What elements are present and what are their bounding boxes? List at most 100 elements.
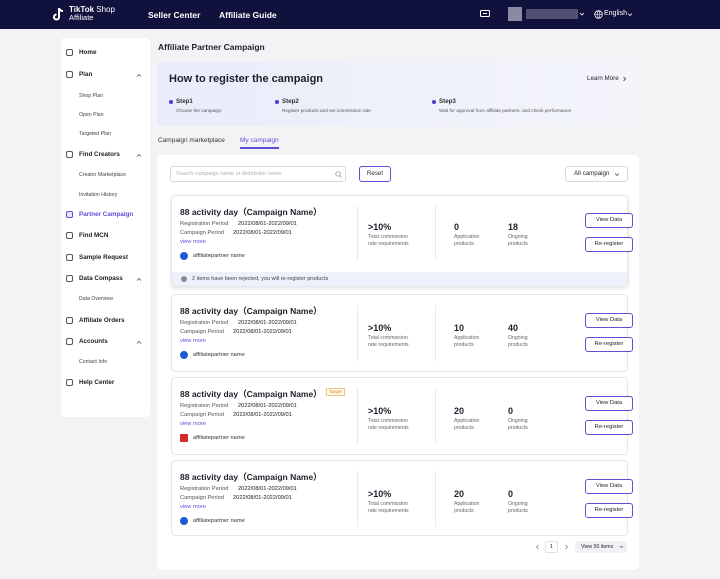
sidebar-item-label: Sample Request — [79, 254, 128, 261]
sidebar-item-label: Home — [79, 49, 97, 56]
page-title: Affiliate Partner Campaign — [158, 42, 265, 52]
reregister-button[interactable]: Re-register — [585, 237, 633, 252]
ongoing-products-label: Ongoing products — [508, 335, 528, 349]
sidebar-item-help-center[interactable]: Help Center — [66, 379, 114, 386]
avatar[interactable] — [508, 7, 522, 21]
account-name-blurred[interactable] — [526, 9, 578, 19]
globe-icon[interactable] — [594, 10, 603, 19]
sidebar-subitem-creator-marketplace[interactable]: Creator Marketplace — [79, 172, 126, 178]
sidebar-subitem-data-overview[interactable]: Data Overview — [79, 296, 114, 302]
sidebar-item-find-mcn[interactable]: Find MCN — [66, 232, 108, 239]
reregister-button[interactable]: Re-register — [585, 420, 633, 435]
application-products-label: Application products — [454, 418, 479, 432]
compass-icon — [66, 275, 73, 282]
divider — [435, 388, 436, 444]
sidebar: Home Plan Shop Plan Open Plan Targeted P… — [61, 38, 150, 417]
search-input[interactable]: Search campaign name or distributor name — [170, 166, 346, 182]
step-name: Step1 — [176, 98, 193, 105]
chevron-down-icon[interactable] — [627, 12, 633, 17]
view-data-button[interactable]: View Data — [585, 479, 633, 494]
sidebar-item-plan[interactable]: Plan — [66, 71, 92, 78]
page-number[interactable]: 1 — [545, 541, 558, 553]
registration-period-label: Registration Period — [180, 221, 229, 227]
view-more-link[interactable]: view more — [180, 504, 206, 510]
commission-rate-value: >10% — [368, 222, 392, 232]
sidebar-subitem-targeted-plan[interactable]: Targeted Plan — [79, 131, 112, 137]
application-products-label: Application products — [454, 501, 479, 515]
chevron-up-icon[interactable] — [136, 153, 142, 158]
ongoing-products-value: 40 — [508, 323, 519, 333]
campaign-icon — [66, 211, 73, 218]
view-more-link[interactable]: view more — [180, 421, 206, 427]
sidebar-item-accounts[interactable]: Accounts — [66, 338, 108, 345]
view-data-button[interactable]: View Data — [585, 396, 633, 411]
sidebar-item-partner-campaign[interactable]: Partner Campaign — [66, 211, 133, 218]
campaign-period-value: 2022/08/01-2022/09/01 — [233, 230, 292, 236]
application-products-label: Application products — [454, 335, 479, 349]
sidebar-subitem-contact-info[interactable]: Contact Info — [79, 359, 107, 365]
view-data-button[interactable]: View Data — [585, 213, 633, 228]
chevron-left-icon[interactable] — [535, 544, 540, 550]
sidebar-subitem-shop-plan[interactable]: Shop Plan — [79, 93, 103, 99]
page-size-select[interactable]: View 50 items — [575, 541, 627, 553]
campaign-period-label: Campaign Period — [180, 329, 224, 335]
reset-button[interactable]: Reset — [359, 166, 391, 182]
learn-more-link[interactable]: Learn More — [587, 75, 619, 82]
label-line: products — [508, 342, 528, 348]
sidebar-item-home[interactable]: Home — [66, 49, 97, 56]
message-icon[interactable] — [480, 10, 490, 18]
chevron-up-icon[interactable] — [136, 73, 142, 78]
campaign-panel: Search campaign name or distributor name… — [157, 155, 639, 570]
label-line: rate requirements — [368, 425, 409, 431]
chevron-right-icon[interactable] — [564, 544, 569, 550]
registration-period-value: 2022/08/01-2022/09/01 — [238, 403, 297, 409]
sidebar-item-affiliate-orders[interactable]: Affiliate Orders — [66, 317, 125, 324]
reregister-button[interactable]: Re-register — [585, 337, 633, 352]
sidebar-subitem-open-plan[interactable]: Open Plan — [79, 112, 104, 118]
ongoing-products-label: Ongoing products — [508, 234, 528, 248]
chevron-up-icon[interactable] — [136, 277, 142, 282]
nav-seller-center[interactable]: Seller Center — [148, 10, 201, 20]
page-size-value: View 50 items — [581, 544, 614, 550]
commission-rate-label: Total commission rate requirements — [368, 501, 409, 515]
campaign-filter-select[interactable]: All campaign — [565, 166, 628, 182]
label-line: Application — [454, 501, 480, 507]
register-guide-title: How to register the campaign — [169, 73, 324, 85]
sidebar-subitem-invitation-history[interactable]: Invitation History — [79, 192, 118, 198]
label-line: products — [508, 425, 528, 431]
tab-my-campaign[interactable]: My campaign — [240, 137, 279, 144]
search-icon[interactable] — [335, 171, 342, 178]
tiktok-shop-logo[interactable]: TikTok Shop Affiliate — [52, 6, 115, 22]
register-guide-card: How to register the campaign Learn More … — [157, 62, 639, 126]
view-more-link[interactable]: view more — [180, 338, 206, 344]
label-line: Ongoing — [508, 335, 528, 341]
sidebar-item-label: Find MCN — [79, 232, 109, 239]
chevron-up-icon[interactable] — [136, 340, 142, 345]
nav-affiliate-guide[interactable]: Affiliate Guide — [219, 10, 277, 20]
campaign-name: 88 activity day（Campaign Name） — [180, 207, 322, 217]
campaign-card: 88 activity day（Campaign Name） Registrat… — [171, 294, 633, 372]
sidebar-item-label: Find Creators — [79, 151, 120, 158]
sidebar-item-sample-request[interactable]: Sample Request — [66, 254, 128, 261]
view-more-link[interactable]: view more — [180, 239, 206, 245]
target-badge: Target — [326, 388, 345, 396]
sidebar-item-find-creators[interactable]: Find Creators — [66, 151, 120, 158]
reregister-button[interactable]: Re-register — [585, 503, 633, 518]
language-selector[interactable]: English — [604, 10, 627, 17]
step-desc: Register products and set commission rat… — [282, 108, 371, 113]
chevron-down-icon[interactable] — [579, 11, 585, 17]
label-line: products — [508, 508, 528, 514]
view-data-button[interactable]: View Data — [585, 313, 633, 328]
label-line: Ongoing — [508, 418, 528, 424]
tab-campaign-marketplace[interactable]: Campaign marketplace — [158, 137, 225, 144]
sidebar-item-label: Affiliate Orders — [79, 317, 125, 324]
campaign-name: 88 activity day（Campaign Name） — [180, 389, 322, 399]
application-products-value: 20 — [454, 406, 465, 416]
campaign-period-label: Campaign Period — [180, 412, 224, 418]
chevron-right-icon[interactable] — [622, 76, 627, 82]
sidebar-item-label: Data Compass — [79, 275, 123, 282]
partner-name: affiliatepartner name — [193, 253, 245, 259]
campaign-period-label: Campaign Period — [180, 230, 224, 236]
sidebar-item-data-compass[interactable]: Data Compass — [66, 275, 123, 282]
sample-icon — [66, 254, 73, 261]
